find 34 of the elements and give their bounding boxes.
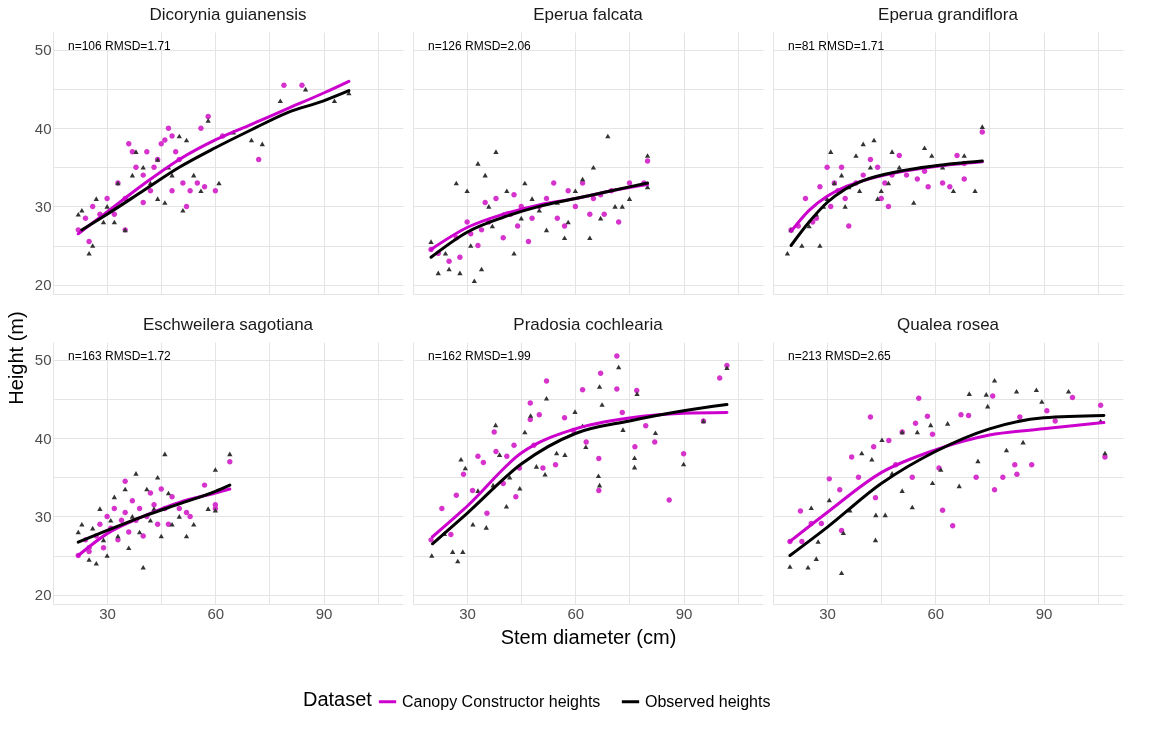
legend-label: Observed heights	[645, 692, 771, 710]
y-tick-label: 20	[34, 276, 52, 294]
x-tick-label: 60	[207, 604, 225, 622]
x-tick-label: 30	[99, 604, 116, 622]
x-tick-label: 30	[819, 604, 836, 622]
y-tick-label: 40	[34, 429, 52, 447]
x-tick-label: 60	[567, 604, 585, 622]
annotation: n=81 RMSD=1.71	[788, 39, 885, 53]
x-axis-title: Stem diameter (cm)	[500, 625, 677, 648]
y-tick-label: 20	[34, 586, 52, 604]
x-tick-label: 90	[1035, 604, 1053, 622]
chart-title: Eperua falcata	[533, 5, 644, 24]
x-tick-label: 30	[459, 604, 476, 622]
legend-title: Dataset	[303, 688, 373, 710]
annotation: n=126 RMSD=2.06	[428, 39, 532, 53]
y-tick-label: 40	[34, 119, 52, 137]
chart-title: Pradosia cochlearia	[513, 315, 664, 334]
x-tick-label: 90	[675, 604, 693, 622]
x-tick-label: 90	[315, 604, 333, 622]
chart-title: Dicorynia guianensis	[149, 5, 307, 24]
y-tick-label: 50	[34, 351, 52, 369]
y-tick-label: 30	[34, 197, 52, 215]
annotation: n=162 RMSD=1.99	[428, 349, 532, 363]
x-tick-label: 60	[927, 604, 945, 622]
chart-title: Qualea rosea	[896, 315, 1000, 334]
chart-title: Eschweilera sagotiana	[142, 315, 314, 334]
annotation: n=106 RMSD=1.71	[68, 39, 172, 53]
y-tick-label: 50	[34, 41, 52, 59]
y-axis-title: Height (m)	[5, 311, 27, 405]
annotation: n=213 RMSD=2.65	[788, 349, 892, 363]
legend-label: Canopy Constructor heights	[402, 692, 601, 710]
annotation: n=163 RMSD=1.72	[68, 349, 172, 363]
y-tick-label: 30	[34, 507, 52, 525]
chart-title: Eperua grandiflora	[878, 5, 1019, 24]
